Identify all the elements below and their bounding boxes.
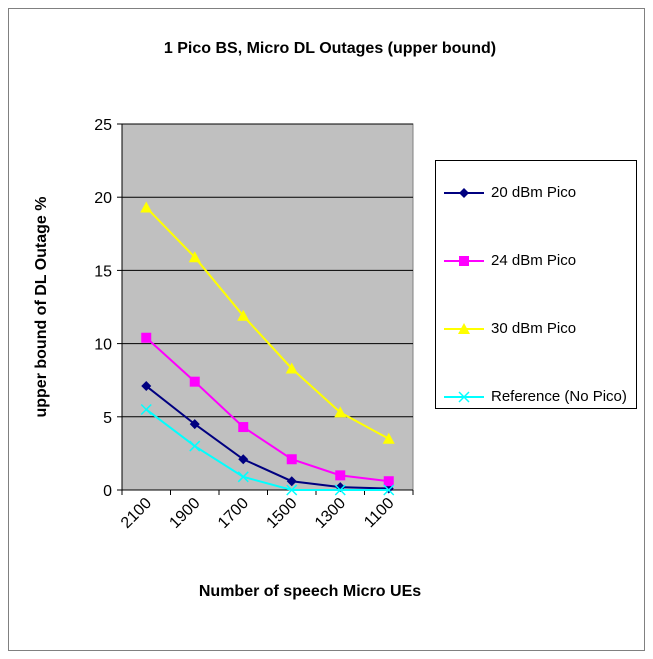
legend-swatch xyxy=(444,256,484,266)
marker xyxy=(188,251,201,263)
marker xyxy=(459,256,469,266)
marker xyxy=(383,484,395,496)
marker xyxy=(335,470,346,481)
y-tick-label: 15 xyxy=(94,263,112,280)
legend-item: 20 dBm Pico xyxy=(436,183,636,223)
legend-swatch xyxy=(444,391,484,403)
marker xyxy=(286,454,297,465)
legend-label: 30 dBm Pico xyxy=(491,320,577,337)
legend-item: 24 dBm Pico xyxy=(436,251,636,291)
marker xyxy=(286,476,297,487)
y-tick-label: 0 xyxy=(103,483,112,500)
marker xyxy=(459,188,469,198)
y-tick-label: 10 xyxy=(94,337,112,354)
marker xyxy=(141,381,152,392)
y-tick-label: 20 xyxy=(94,190,112,207)
marker xyxy=(382,432,395,444)
marker xyxy=(458,391,470,403)
chart-title: 1 Pico BS, Micro DL Outages (upper bound… xyxy=(164,40,496,57)
legend-label: Reference (No Pico) xyxy=(491,388,627,405)
legend-swatch xyxy=(444,188,484,198)
legend-swatch xyxy=(444,323,484,334)
legend: 20 dBm Pico 24 dBm Pico 30 dBm Pico Referen… xyxy=(435,160,637,409)
marker xyxy=(286,484,298,496)
x-axis-label: Number of speech Micro UEs xyxy=(199,583,421,600)
legend-label: 20 dBm Pico xyxy=(491,184,577,201)
series-line xyxy=(145,408,389,491)
legend-item: Reference (No Pico) xyxy=(436,387,636,427)
marker xyxy=(189,376,200,387)
y-axis-label: upper bound of DL Outage % xyxy=(33,196,50,417)
marker xyxy=(238,454,249,465)
series-line xyxy=(145,337,389,483)
marker xyxy=(237,309,250,321)
marker xyxy=(140,201,153,213)
marker xyxy=(285,362,298,374)
legend-item: 30 dBm Pico xyxy=(436,319,636,359)
marker xyxy=(458,323,470,334)
y-tick-label: 5 xyxy=(103,410,112,427)
marker xyxy=(383,476,394,487)
marker xyxy=(334,406,347,418)
legend-label: 24 dBm Pico xyxy=(491,252,577,269)
marker xyxy=(238,422,249,433)
series-line xyxy=(145,206,390,440)
marker xyxy=(140,403,152,416)
plot-area xyxy=(121,123,414,491)
marker xyxy=(189,440,201,452)
marker xyxy=(237,471,249,483)
marker xyxy=(189,419,200,430)
marker xyxy=(141,332,152,343)
y-tick-label: 25 xyxy=(94,117,112,134)
series-line xyxy=(145,385,389,490)
marker xyxy=(334,484,346,496)
